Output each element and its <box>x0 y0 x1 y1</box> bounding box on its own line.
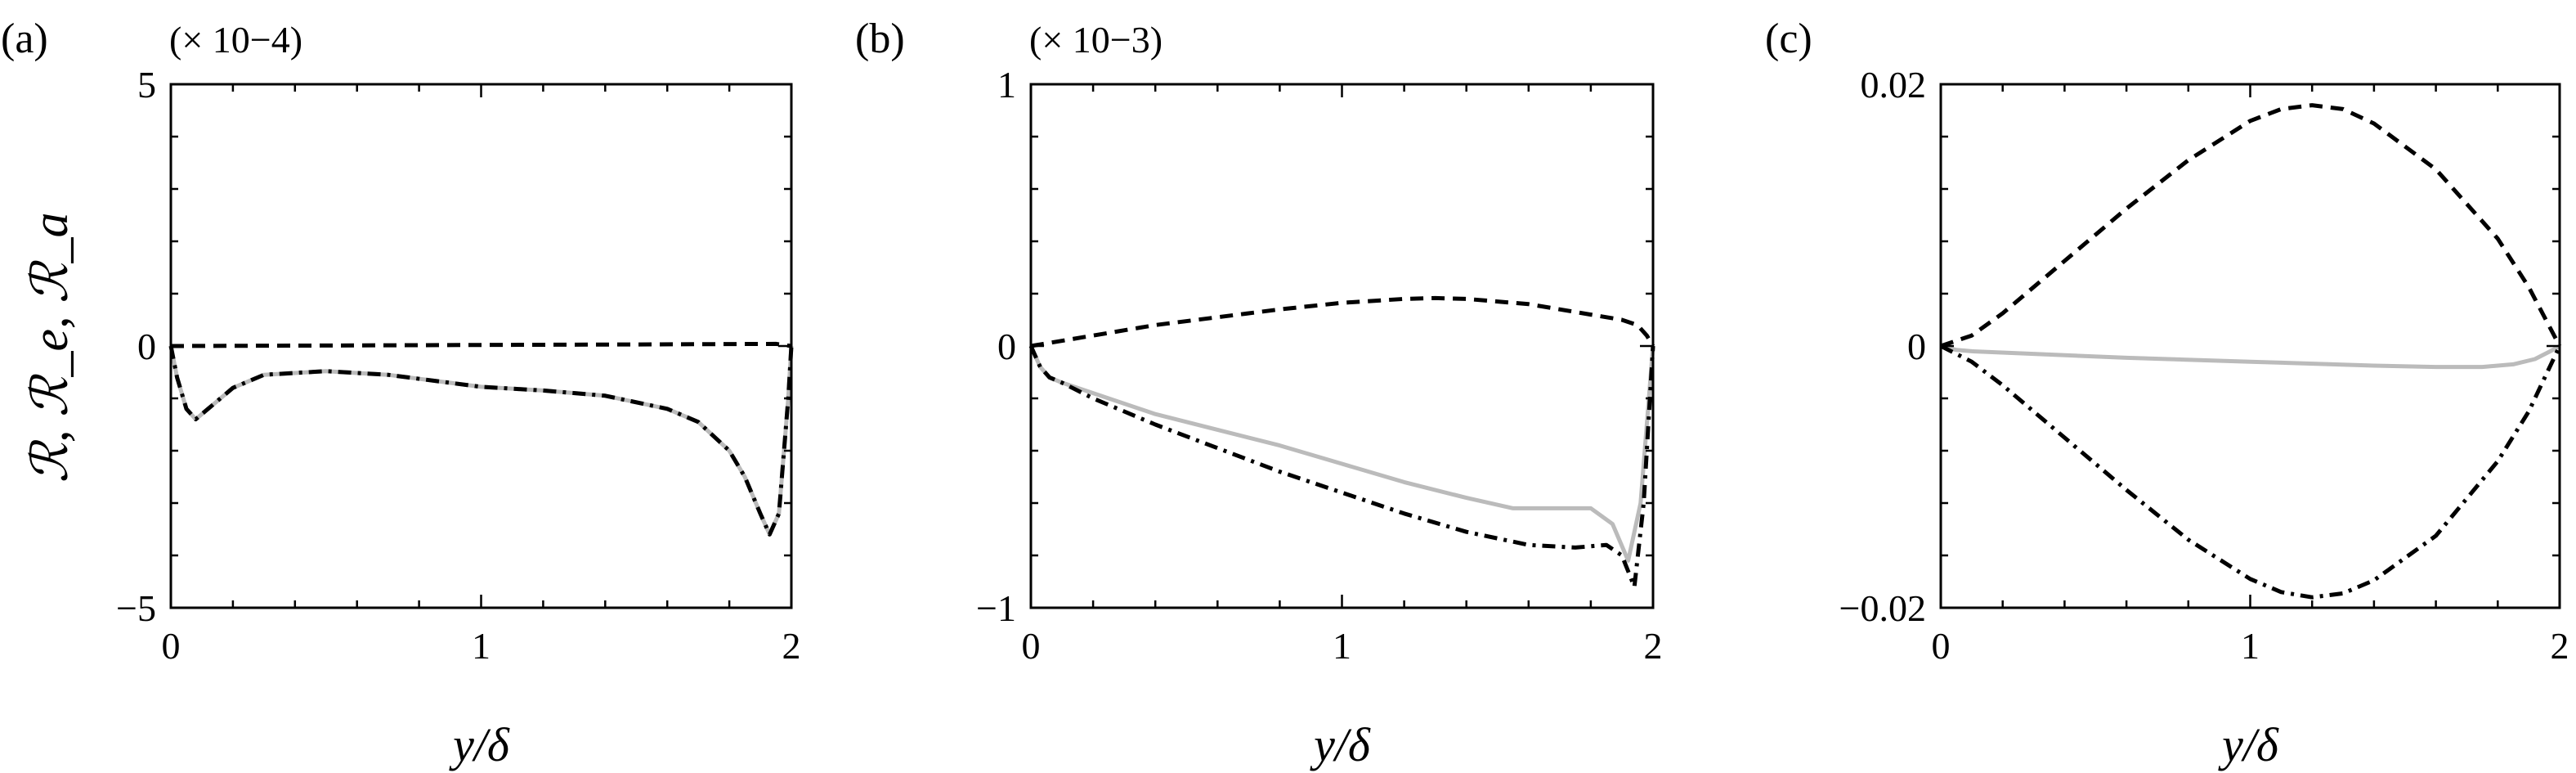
panel-label: (c) <box>1765 16 1812 62</box>
x-tick-label: 2 <box>2551 625 2569 667</box>
y-tick-label: 5 <box>137 64 156 106</box>
y-tick-label: 0.02 <box>1861 64 1927 106</box>
y-tick-label: −1 <box>976 587 1016 629</box>
plot-frame <box>1029 83 1655 609</box>
x-tick-label: 0 <box>1932 625 1951 667</box>
y-tick-label: −5 <box>116 587 156 629</box>
x-tick-label: 1 <box>472 625 491 667</box>
x-axis-title: y/δ <box>2218 718 2279 771</box>
series-dashed-line <box>1030 295 1655 348</box>
y-tick-label: −0.02 <box>1839 587 1926 629</box>
shared-y-axis-label: ℛ, ℛ_e, ℛ_a <box>23 213 78 483</box>
y-tick-label: 0 <box>997 326 1016 367</box>
series-dashdot-line <box>168 345 794 537</box>
x-axis-title: y/δ <box>1310 718 1371 771</box>
series-dashdot-line <box>1028 344 1655 589</box>
x-tick-label: 1 <box>1333 625 1351 667</box>
y-tick-label: 1 <box>997 64 1016 106</box>
x-tick-label: 0 <box>162 625 181 667</box>
series-dashed-line <box>170 341 792 348</box>
y-tick-label: 0 <box>137 326 156 367</box>
plot-frame <box>1939 83 2561 609</box>
x-tick-label: 0 <box>1022 625 1041 667</box>
series-solid-line <box>1028 344 1655 563</box>
x-tick-label: 2 <box>782 625 801 667</box>
x-tick-label: 2 <box>1644 625 1663 667</box>
scale-factor-label: (× 10−3) <box>1029 19 1163 61</box>
x-axis-title: y/δ <box>449 718 510 771</box>
series-solid-line <box>168 345 794 537</box>
scale-factor-label: (× 10−4) <box>169 19 302 61</box>
y-tick-label: 0 <box>1907 326 1926 367</box>
series-solid-line <box>1940 344 2561 370</box>
series-dashed-line <box>1940 103 2562 348</box>
panel-label: (a) <box>1 16 48 62</box>
panel-label: (b) <box>855 16 905 62</box>
series-dashdot-line <box>1939 344 2562 600</box>
x-tick-label: 1 <box>2241 625 2260 667</box>
